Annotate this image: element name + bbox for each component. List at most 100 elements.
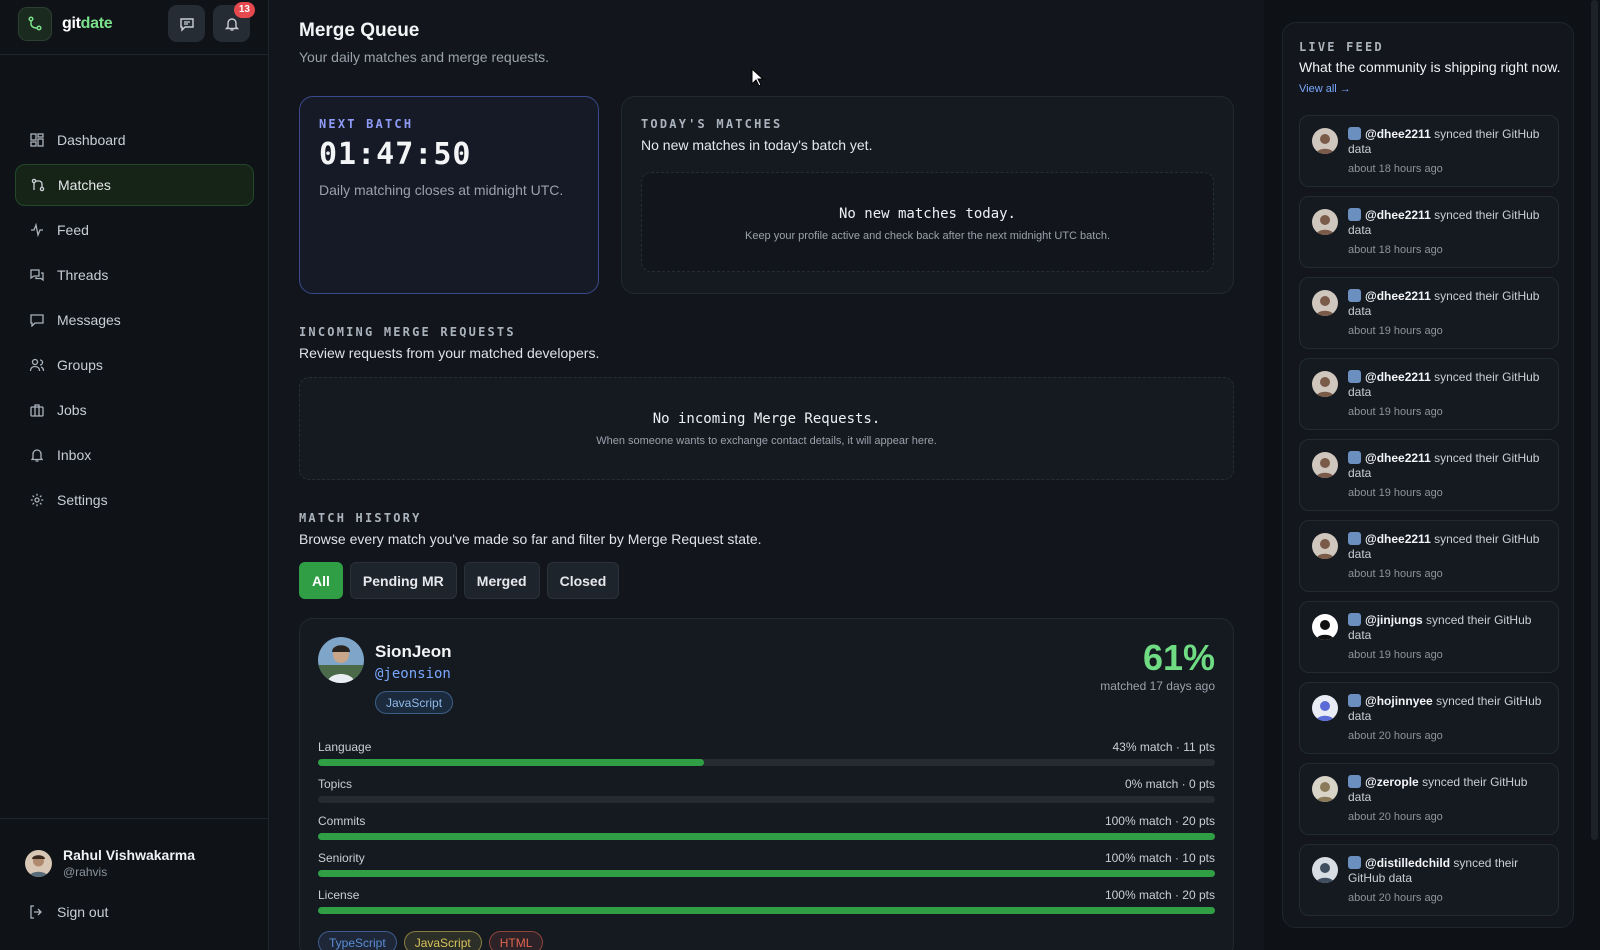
feed-item[interactable]: @dhee2211 synced their GitHub data about … [1299,115,1559,187]
filter-all[interactable]: All [299,562,343,599]
feed-item[interactable]: @dhee2211 synced their GitHub data about … [1299,196,1559,268]
feed-item-action: synced their GitHub data [1348,532,1540,561]
match-name: SionJeon [375,642,452,661]
filter-closed[interactable]: Closed [546,562,620,599]
feed-item-text: @distilledchild synced their GitHub data [1348,856,1548,886]
metric-fill [318,870,1215,877]
feed-item-action: synced their GitHub data [1348,127,1540,156]
metric-track [318,759,1215,766]
live-feed-panel: LIVE FEED What the community is shipping… [1282,22,1574,928]
user-name: Rahul Vishwakarma [63,847,196,863]
feed-item[interactable]: @dhee2211 synced their GitHub data about … [1299,277,1559,349]
users-icon [30,358,44,372]
feed-item-text: @dhee2211 synced their GitHub data [1348,289,1548,319]
feed-item-text: @dhee2211 synced their GitHub data [1348,127,1548,157]
sidebar-item-label: Feed [57,222,89,238]
sidebar-divider [0,818,268,819]
scrollbar-thumb[interactable] [1591,0,1598,840]
feed-item[interactable]: @dhee2211 synced their GitHub data about … [1299,358,1559,430]
live-feed-subtitle: What the community is shipping right now… [1299,59,1561,75]
bell-icon [224,17,239,31]
bell-icon [30,449,44,462]
match-history-label: MATCH HISTORY [299,511,422,525]
sidebar-item-matches[interactable]: Matches [15,164,254,206]
filter-merged[interactable]: Merged [463,562,540,599]
feed-item[interactable]: @dhee2211 synced their GitHub data about … [1299,439,1559,511]
metric-value: 100% match · 20 pts [1104,814,1215,828]
feed-item[interactable]: @dhee2211 synced their GitHub data about … [1299,520,1559,592]
feed-item-time: about 20 hours ago [1348,730,1443,742]
feed-item-user[interactable]: @dhee2211 [1365,451,1431,465]
avatar [1312,776,1338,802]
feed-item-user[interactable]: @dhee2211 [1365,532,1431,546]
avatar [25,849,52,877]
metric-track [318,907,1215,914]
feed-item-user[interactable]: @dhee2211 [1365,208,1431,222]
activity-icon [31,223,43,237]
feed-item-time: about 19 hours ago [1348,568,1443,580]
feed-item-text: @dhee2211 synced their GitHub data [1348,370,1548,400]
avatar [1312,290,1338,316]
filter-pending-mr[interactable]: Pending MR [349,562,457,599]
match-card[interactable]: SionJeon @jeonsion JavaScript 61% matche… [299,618,1234,950]
sidebar-item-groups[interactable]: Groups [15,344,254,386]
main-content: Merge Queue Your daily matches and merge… [269,0,1264,950]
feed-item-user[interactable]: @dhee2211 [1365,127,1431,141]
message-icon [30,314,44,327]
sign-out-button[interactable]: Sign out [29,904,108,920]
feed-item-user[interactable]: @zerople [1365,775,1419,789]
feed-item-action: synced their GitHub data [1348,694,1542,723]
page-subtitle: Your daily matches and merge requests. [299,49,550,65]
feed-item-action: synced their GitHub data [1348,775,1528,804]
sidebar-nav: Dashboard Matches Feed Threads Messages … [15,119,254,524]
feed-item-user[interactable]: @hojinnyee [1365,694,1433,708]
empty-state-subtitle: When someone wants to exchange contact d… [596,435,937,447]
metric-value: 100% match · 20 pts [1104,888,1215,902]
brand[interactable]: gitdate [18,7,113,41]
feed-item[interactable]: @hojinnyee synced their GitHub data about… [1299,682,1559,754]
match-handle[interactable]: @jeonsion [375,666,451,682]
sidebar-item-label: Messages [57,312,121,328]
avatar [1312,614,1338,640]
feed-item[interactable]: @zerople synced their GitHub data about 2… [1299,763,1559,835]
avatar [1312,695,1338,721]
brand-prefix: git [62,15,81,32]
sidebar-item-jobs[interactable]: Jobs [15,389,254,431]
sidebar-item-feed[interactable]: Feed [15,209,254,251]
feed-item[interactable]: @distilledchild synced their GitHub data… [1299,844,1559,916]
feed-item-user[interactable]: @dhee2211 [1365,289,1431,303]
notifications-button[interactable]: 13 [213,2,255,42]
feed-item-user[interactable]: @jinjungs [1365,613,1423,627]
feed-item-action: synced their GitHub data [1348,451,1540,480]
sidebar-item-settings[interactable]: Settings [15,479,254,521]
feed-item-text: @dhee2211 synced their GitHub data [1348,532,1548,562]
matched-ago: matched 17 days ago [1100,679,1215,693]
sidebar-item-inbox[interactable]: Inbox [15,434,254,476]
sidebar-item-threads[interactable]: Threads [15,254,254,296]
user-profile[interactable]: Rahul Vishwakarma @rahvis [25,847,195,879]
sidebar-divider [0,54,268,55]
avatar [1312,128,1338,154]
feed-item-time: about 18 hours ago [1348,163,1443,175]
feed-item-user[interactable]: @dhee2211 [1365,370,1431,384]
feed-item[interactable]: @jinjungs synced their GitHub data about … [1299,601,1559,673]
view-all-link[interactable]: View all → [1299,83,1351,95]
page-title: Merge Queue [299,20,420,41]
feed-item-user[interactable]: @distilledchild [1365,856,1451,870]
sidebar-item-dashboard[interactable]: Dashboard [15,119,254,161]
chat-icon [179,17,194,32]
feed-item-action: synced their GitHub data [1348,856,1519,885]
brand-name: gitdate [62,15,113,33]
messages-button[interactable] [168,5,205,42]
next-batch-card: NEXT BATCH 01:47:50 Daily matching close… [299,96,599,294]
todays-matches-empty-state: No new matches today. Keep your profile … [641,172,1214,272]
page-scrollbar[interactable] [1590,0,1600,950]
next-batch-note: Daily matching closes at midnight UTC. [319,182,564,198]
sidebar-item-label: Groups [57,357,103,373]
git-branch-logo-icon [18,7,52,41]
sidebar-item-messages[interactable]: Messages [15,299,254,341]
todays-matches-label: TODAY'S MATCHES [641,117,783,131]
metric-fill [318,907,1215,914]
gear-icon [30,493,44,507]
feed-item-text: @hojinnyee synced their GitHub data [1348,694,1548,724]
